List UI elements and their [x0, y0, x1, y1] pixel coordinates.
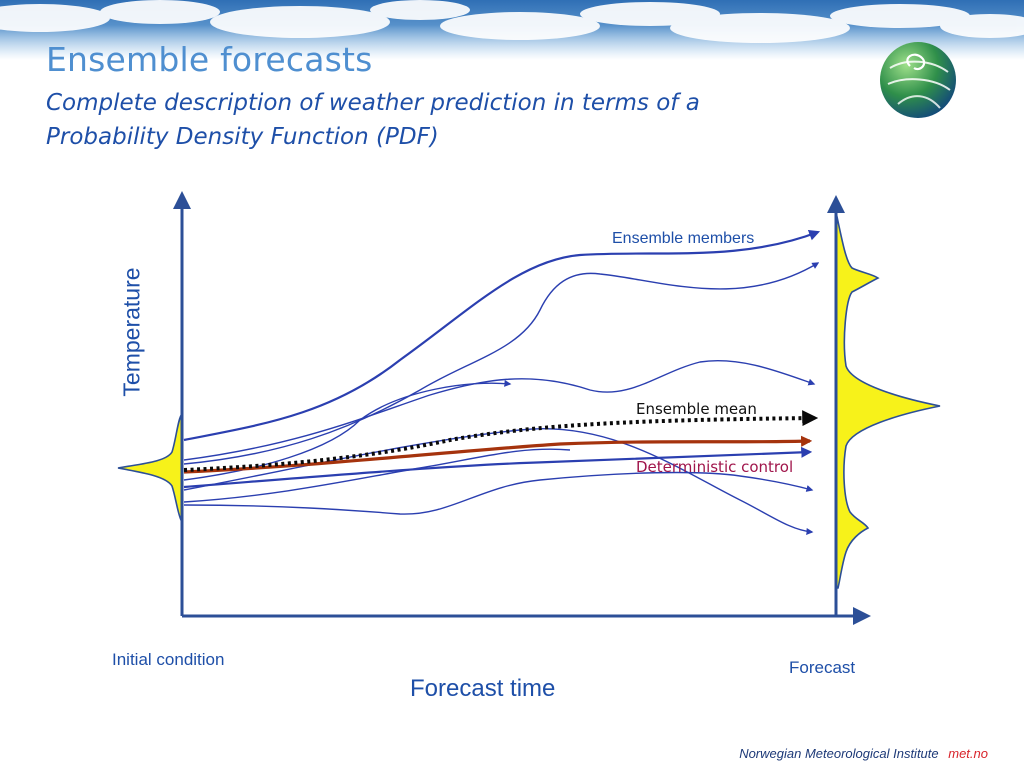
site-link[interactable]: met.no — [948, 746, 988, 761]
forecast-time-axis-label: Forecast time — [410, 675, 556, 702]
slide-title: Ensemble forecasts — [46, 40, 373, 79]
ensemble-members-label: Ensemble members — [612, 230, 755, 247]
institute-name: Norwegian Meteorological Institute — [739, 746, 939, 761]
slide-subtitle: Complete description of weather predicti… — [46, 90, 700, 150]
ensemble-members — [183, 230, 821, 535]
ensemble-member-2 — [183, 262, 820, 465]
temperature-axis-label: Temperature — [118, 267, 145, 397]
ensemble-member-5 — [183, 446, 813, 489]
ensemble-member-8 — [183, 448, 571, 503]
forecast-pdf-curve — [835, 211, 941, 589]
forecast-label: Forecast — [789, 658, 856, 677]
deterministic-control-line — [183, 435, 813, 474]
deterministic-control-label: Deterministic control — [636, 458, 794, 476]
ensemble-mean-label: Ensemble mean — [636, 400, 757, 418]
initial-pdf-curve — [117, 412, 183, 525]
ensemble-member-7 — [183, 471, 814, 515]
initial-condition-label: Initial condition — [112, 650, 225, 669]
globe-logo-icon — [880, 42, 956, 118]
ensemble-mean-line — [183, 410, 819, 472]
ensemble-member-1 — [183, 230, 821, 442]
ensemble-member-3 — [183, 360, 816, 461]
footer: Norwegian Meteorological Institute met.n… — [739, 746, 988, 761]
sky-banner — [0, 0, 1024, 60]
